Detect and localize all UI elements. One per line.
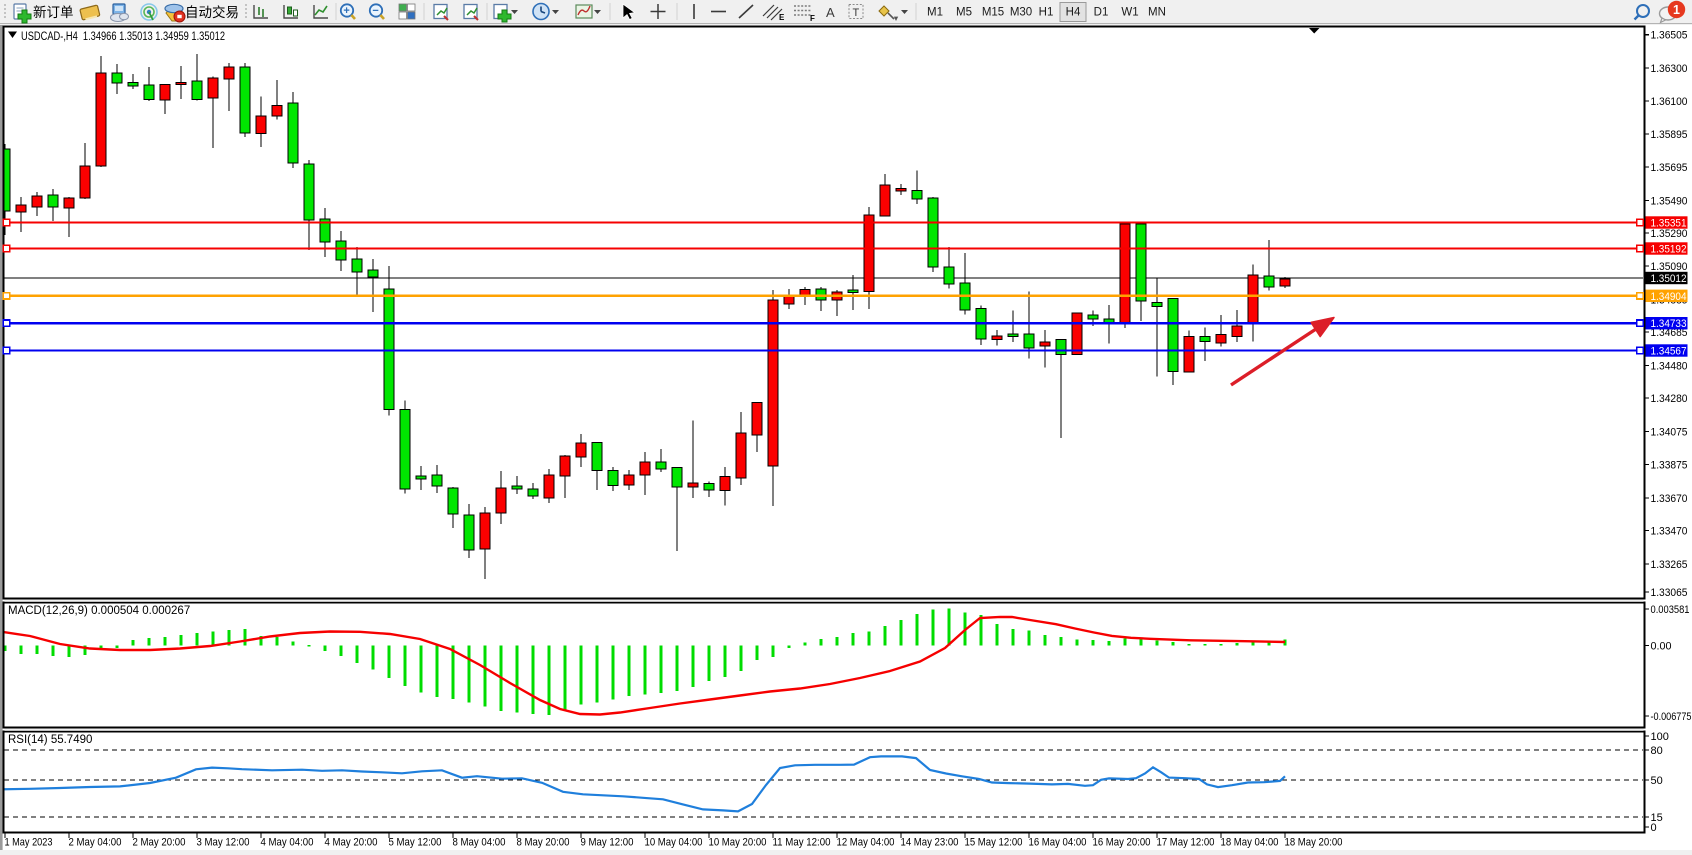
svg-text:H4: H4 [1066, 7, 1081, 19]
svg-text:1.34075: 1.34075 [1651, 427, 1688, 439]
svg-text:15: 15 [1651, 812, 1663, 824]
svg-text:1.33875: 1.33875 [1651, 460, 1688, 472]
svg-text:1.35695: 1.35695 [1651, 162, 1688, 174]
svg-text:F: F [810, 14, 815, 23]
svg-text:18 May 04:00: 18 May 04:00 [1221, 837, 1279, 849]
svg-text:MN: MN [1148, 7, 1166, 19]
svg-text:1.34480: 1.34480 [1651, 361, 1688, 373]
svg-text:11 May 12:00: 11 May 12:00 [773, 837, 831, 849]
svg-text:1.35490: 1.35490 [1651, 196, 1688, 208]
svg-text:2 May 20:00: 2 May 20:00 [133, 837, 186, 849]
svg-text:E: E [779, 13, 785, 22]
svg-text:1.36505: 1.36505 [1651, 30, 1688, 42]
svg-text:9 May 12:00: 9 May 12:00 [581, 837, 634, 849]
svg-text:4 May 20:00: 4 May 20:00 [325, 837, 378, 849]
svg-text:新订单: 新订单 [33, 5, 74, 20]
svg-text:1.35895: 1.35895 [1651, 129, 1688, 141]
svg-text:0: 0 [1651, 822, 1657, 834]
svg-text:100: 100 [1651, 731, 1669, 743]
svg-text:80: 80 [1651, 745, 1663, 757]
svg-text:1.33065: 1.33065 [1651, 587, 1688, 599]
svg-text:1.34733: 1.34733 [1651, 318, 1687, 330]
svg-text:D1: D1 [1094, 7, 1109, 19]
svg-text:1.34904: 1.34904 [1651, 291, 1687, 303]
svg-text:M15: M15 [982, 7, 1004, 19]
svg-text:−: − [372, 5, 378, 17]
svg-text:1.34685: 1.34685 [1651, 327, 1688, 339]
svg-text:1.36300: 1.36300 [1651, 63, 1688, 75]
svg-text:8 May 20:00: 8 May 20:00 [517, 837, 570, 849]
svg-text:16 May 04:00: 16 May 04:00 [1029, 837, 1087, 849]
svg-text:17 May 12:00: 17 May 12:00 [1157, 837, 1215, 849]
svg-text:18 May 20:00: 18 May 20:00 [1285, 837, 1343, 849]
svg-text:1.34567: 1.34567 [1651, 346, 1687, 358]
svg-text:1.35351: 1.35351 [1651, 218, 1687, 230]
svg-text:12 May 04:00: 12 May 04:00 [837, 837, 895, 849]
svg-text:4 May 04:00: 4 May 04:00 [261, 837, 314, 849]
svg-text:3 May 12:00: 3 May 12:00 [197, 837, 250, 849]
svg-text:8 May 04:00: 8 May 04:00 [453, 837, 506, 849]
svg-text:10 May 20:00: 10 May 20:00 [709, 837, 767, 849]
svg-text:1.35090: 1.35090 [1651, 261, 1688, 273]
svg-text:1.33470: 1.33470 [1651, 526, 1688, 538]
svg-text:1.36100: 1.36100 [1651, 96, 1688, 108]
svg-text:1 May 2023: 1 May 2023 [5, 837, 53, 849]
svg-text:2 May 04:00: 2 May 04:00 [69, 837, 122, 849]
svg-text:M5: M5 [956, 7, 972, 19]
svg-text:16 May 20:00: 16 May 20:00 [1093, 837, 1151, 849]
svg-text:15 May 12:00: 15 May 12:00 [965, 837, 1023, 849]
svg-text:T: T [853, 7, 860, 19]
svg-text:0.00: 0.00 [1651, 641, 1672, 653]
svg-text:1.33265: 1.33265 [1651, 559, 1688, 571]
svg-text:自动交易: 自动交易 [185, 4, 239, 20]
svg-text:A: A [826, 5, 835, 20]
svg-text:1.33670: 1.33670 [1651, 493, 1688, 505]
svg-text:1.35290: 1.35290 [1651, 228, 1688, 240]
svg-text:1: 1 [1673, 3, 1680, 17]
svg-text:5 May 12:00: 5 May 12:00 [389, 837, 442, 849]
svg-text:MACD(12,26,9) 0.000504 0.00026: MACD(12,26,9) 0.000504 0.000267 [8, 605, 190, 617]
svg-text:M1: M1 [927, 7, 943, 19]
svg-text:H1: H1 [1039, 7, 1054, 19]
svg-text:10 May 04:00: 10 May 04:00 [645, 837, 703, 849]
svg-text:+: + [343, 5, 349, 17]
svg-text:1.34280: 1.34280 [1651, 393, 1688, 405]
svg-text:W1: W1 [1121, 7, 1138, 19]
svg-text:1.35192: 1.35192 [1651, 244, 1687, 256]
svg-text:50: 50 [1651, 775, 1663, 787]
svg-text:1.35012: 1.35012 [1651, 273, 1687, 285]
svg-text:RSI(14) 55.7490: RSI(14) 55.7490 [8, 734, 92, 746]
svg-text:USDCAD-,H4 1.34966 1.35013 1.: USDCAD-,H4 1.34966 1.35013 1.34959 1.350… [21, 31, 225, 43]
svg-text:M30: M30 [1010, 7, 1032, 19]
svg-text:0.003581: 0.003581 [1651, 604, 1690, 616]
svg-text:-0.006775: -0.006775 [1651, 711, 1692, 723]
svg-text:14 May 23:00: 14 May 23:00 [901, 837, 959, 849]
